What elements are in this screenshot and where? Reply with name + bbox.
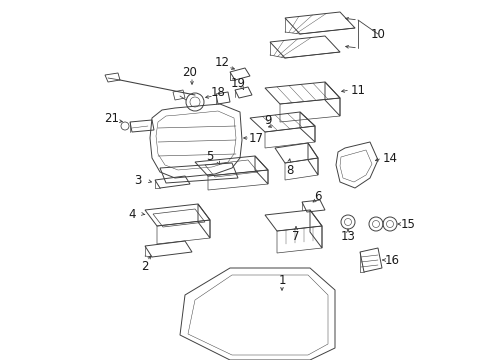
Text: 2: 2: [141, 260, 148, 273]
Text: 4: 4: [128, 207, 136, 220]
Text: 14: 14: [382, 152, 397, 165]
Text: 12: 12: [214, 55, 229, 68]
Text: 9: 9: [264, 113, 271, 126]
Text: 17: 17: [248, 131, 263, 144]
Text: 21: 21: [104, 112, 119, 125]
Text: 18: 18: [210, 86, 225, 99]
Text: 7: 7: [292, 230, 299, 243]
Text: 19: 19: [230, 77, 245, 90]
Text: 10: 10: [370, 27, 385, 41]
Text: 6: 6: [314, 189, 321, 202]
Text: 16: 16: [384, 253, 399, 266]
Text: 15: 15: [400, 217, 415, 230]
Text: 8: 8: [286, 163, 293, 176]
Text: 5: 5: [206, 149, 213, 162]
Text: 13: 13: [340, 230, 355, 243]
Text: 20: 20: [182, 66, 197, 78]
Text: 1: 1: [278, 274, 285, 287]
Text: 11: 11: [350, 84, 365, 96]
Text: 3: 3: [134, 174, 142, 186]
